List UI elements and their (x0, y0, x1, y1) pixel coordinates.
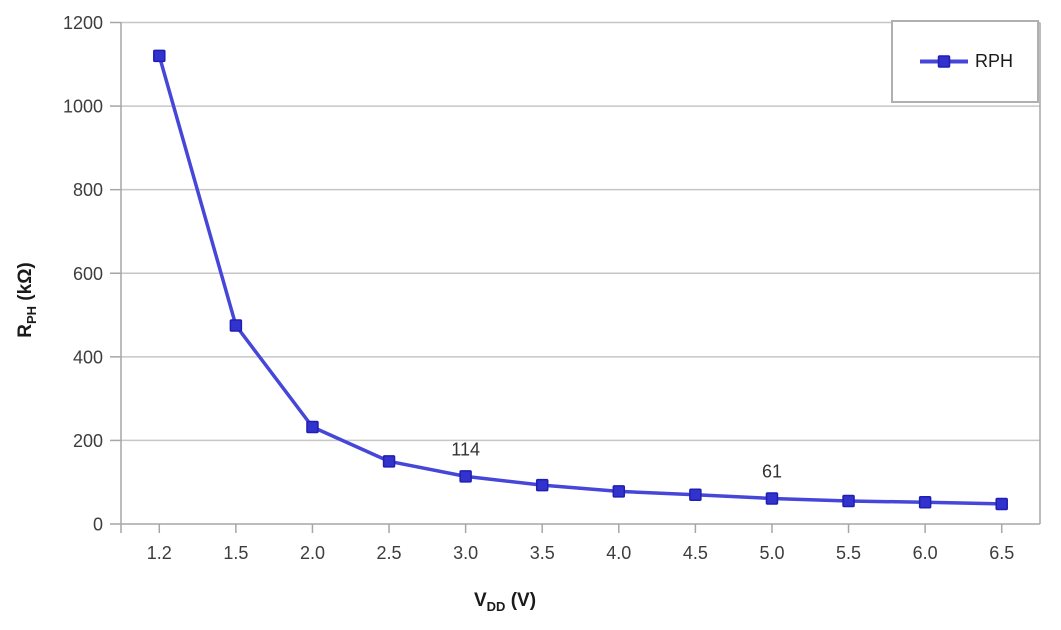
data-point-marker (535, 478, 549, 492)
y-axis-title-unit: (kΩ) (15, 262, 37, 306)
x-tick-label: 5.0 (759, 543, 784, 563)
y-tick-label: 0 (93, 515, 103, 535)
x-tick-label: 3.5 (530, 543, 555, 563)
x-tick-label: 5.5 (836, 543, 861, 563)
x-axis-title-subscript: DD (486, 598, 506, 614)
x-tick-label: 4.0 (606, 543, 631, 563)
data-point-marker (765, 492, 779, 505)
data-point-marker (918, 496, 932, 509)
legend-line-marker-swatch (920, 55, 968, 68)
y-axis-title-base: R (15, 324, 37, 338)
data-point-marker (459, 470, 472, 483)
y-tick-label: 200 (73, 431, 103, 451)
x-tick-label: 3.0 (453, 543, 478, 563)
x-axis-title-base: V (473, 590, 487, 612)
data-point-marker (995, 497, 1008, 511)
series-line-rph (157, 54, 1004, 506)
x-tick-label: 2.0 (300, 543, 325, 563)
data-point-marker (153, 49, 166, 63)
data-point-marker (382, 455, 396, 468)
data-point-label: 114 (451, 439, 480, 459)
data-point-marker (612, 485, 626, 498)
data-point-marker (306, 420, 319, 434)
data-point-marker (842, 494, 855, 508)
data-point-label: 61 (762, 462, 782, 482)
y-tick-label: 600 (73, 264, 103, 284)
x-tick-label: 1.2 (147, 543, 172, 563)
x-tick-label: 4.5 (683, 543, 708, 563)
x-tick-label: 6.5 (989, 543, 1014, 563)
y-axis-title-subscript: PH (23, 305, 39, 325)
y-tick-label: 1000 (63, 97, 103, 117)
x-axis-title: VDD (V) (474, 590, 536, 614)
legend-marker-sample (937, 55, 951, 68)
data-point-marker (229, 319, 243, 332)
y-axis-title: RPH (kΩ) (15, 262, 39, 338)
legend: RPH (891, 20, 1039, 103)
y-tick-label: 400 (73, 347, 103, 367)
x-axis-title-unit: (V) (505, 590, 537, 612)
y-tick-label: 1200 (63, 13, 103, 33)
data-point-marker (689, 488, 702, 501)
x-tick-label: 2.5 (377, 543, 402, 563)
x-tick-label: 1.5 (223, 543, 248, 563)
legend-label: RPH (975, 51, 1014, 71)
x-tick-label: 6.0 (913, 543, 938, 563)
y-tick-label: 800 (73, 180, 103, 200)
